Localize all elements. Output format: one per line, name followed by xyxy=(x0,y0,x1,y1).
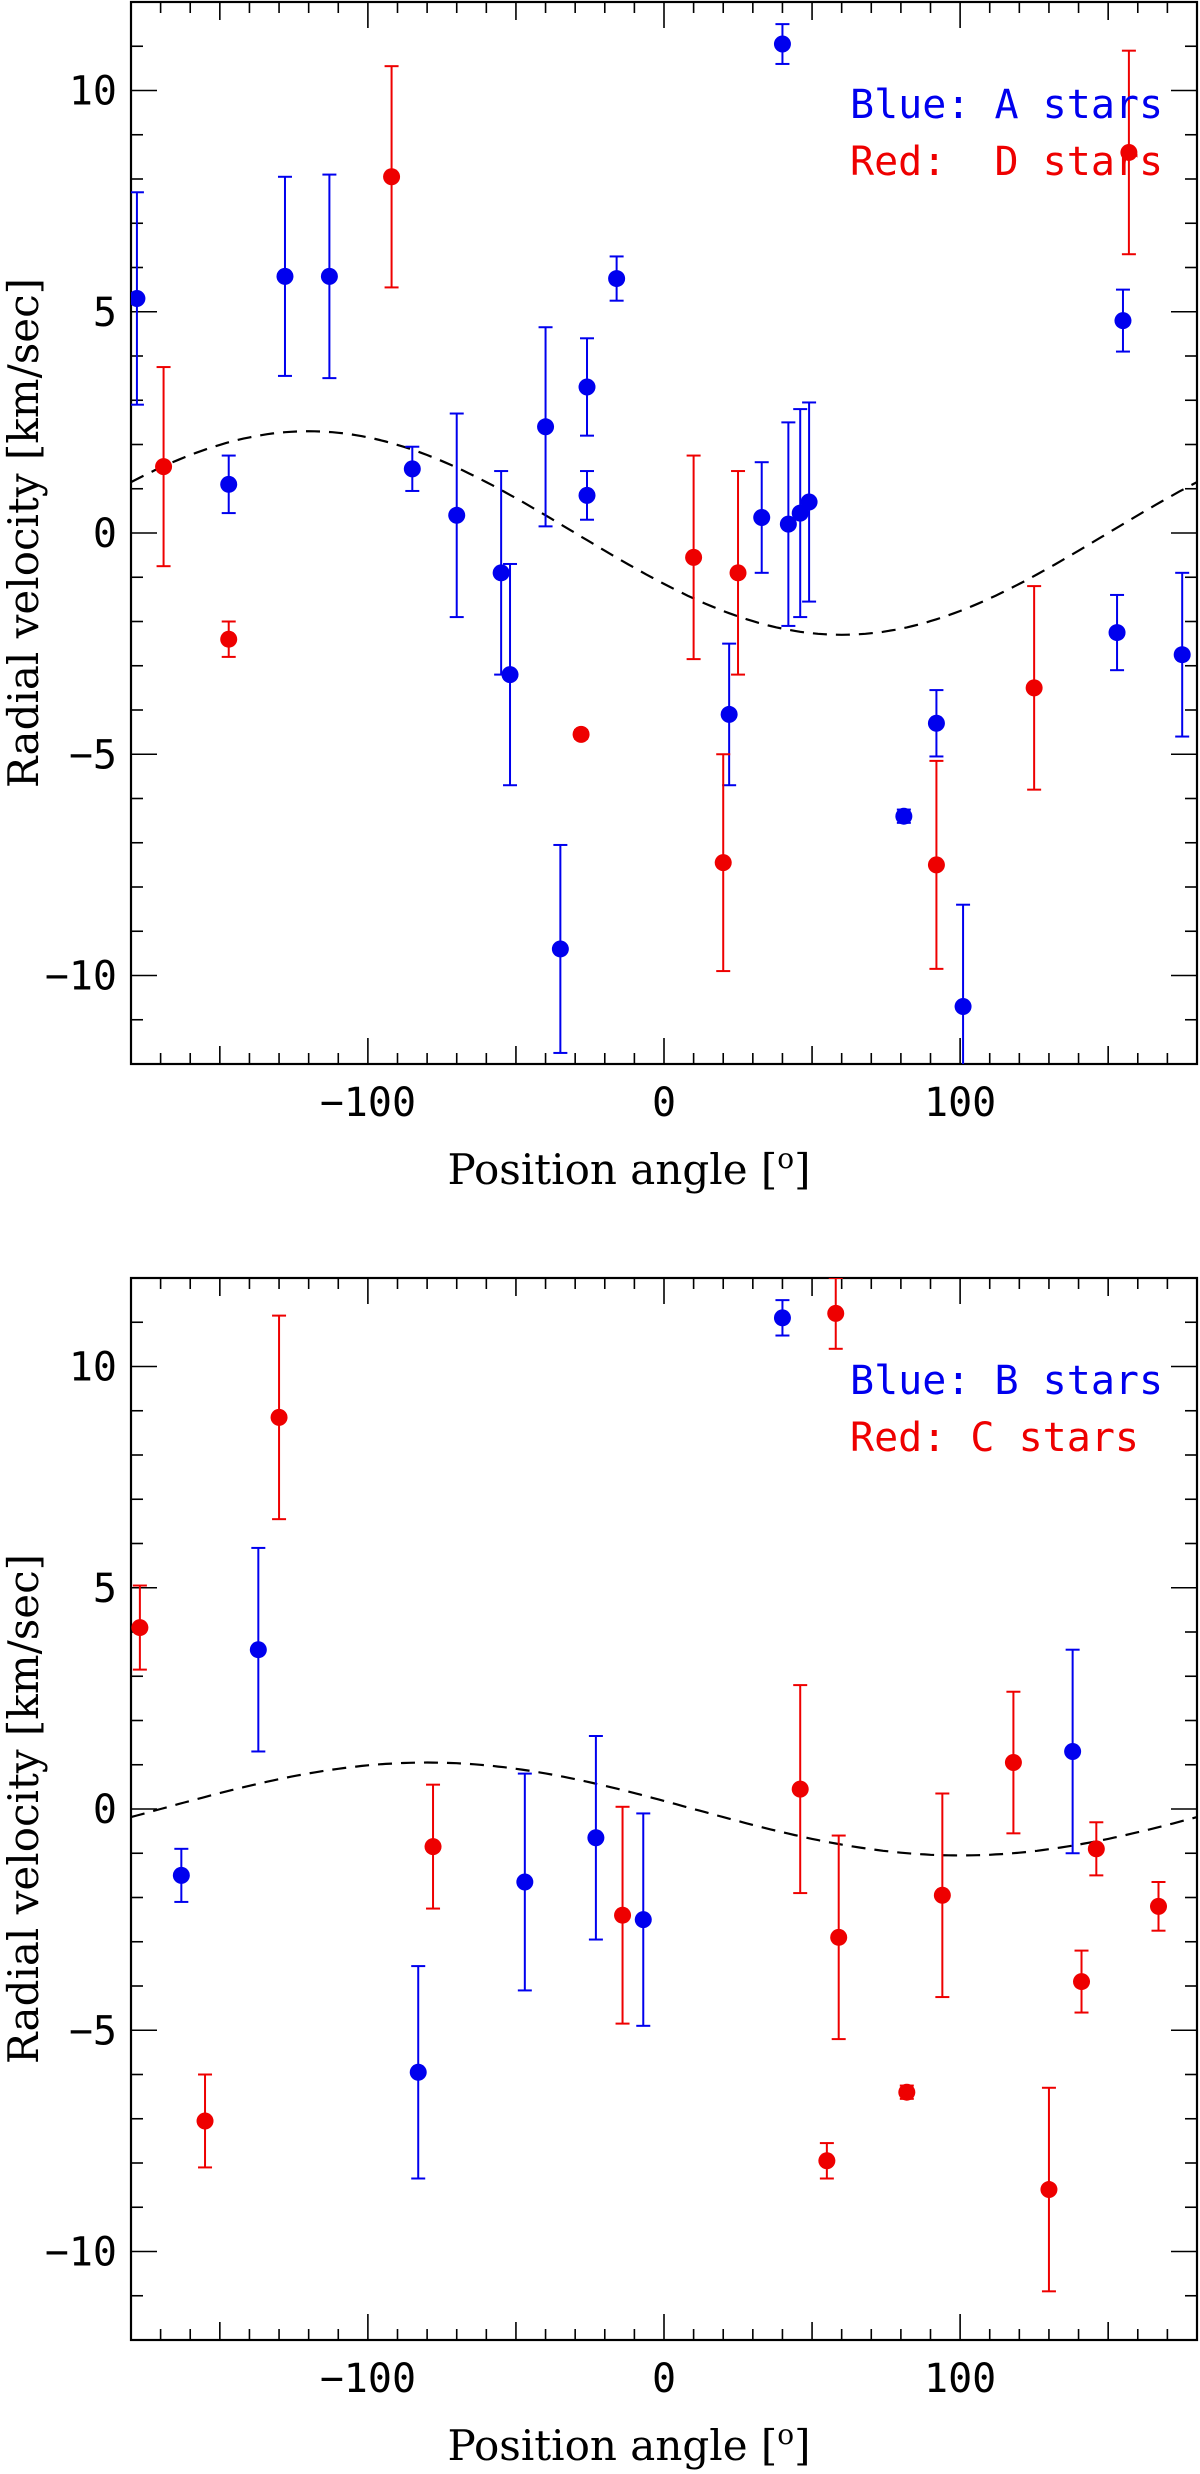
data-point xyxy=(131,1619,149,1637)
data-point xyxy=(933,1886,951,1904)
data-point xyxy=(424,1838,442,1856)
data-point xyxy=(720,705,738,723)
y-tick-label: 5 xyxy=(93,1566,117,1612)
x-tick-label: −100 xyxy=(320,1080,416,1126)
data-point xyxy=(270,1408,288,1426)
x-tick-label: 0 xyxy=(652,1080,676,1126)
data-point xyxy=(1040,2181,1058,2199)
legend-entry: Red: D stars xyxy=(850,139,1163,185)
data-point xyxy=(516,1873,534,1891)
data-point xyxy=(1120,143,1138,161)
y-tick-label: −5 xyxy=(69,732,117,778)
data-point xyxy=(1064,1742,1082,1760)
y-tick-label: 10 xyxy=(69,69,117,115)
series-0 xyxy=(131,23,1191,1064)
data-point xyxy=(578,486,596,504)
x-axis-label: Position angle [o] xyxy=(447,1142,810,1194)
data-point xyxy=(448,506,466,524)
data-point xyxy=(1087,1840,1105,1858)
data-point xyxy=(501,666,519,684)
data-point xyxy=(220,475,238,493)
data-point xyxy=(714,854,732,872)
data-point xyxy=(1025,679,1043,697)
data-point xyxy=(587,1829,605,1847)
top-panel: −100 0 100 10 5 0 −5 −10 Position angle [o] Radia… xyxy=(0,0,1199,1194)
legend-entry: Blue: B stars xyxy=(850,1358,1163,1404)
x-tick-label: 100 xyxy=(924,1080,996,1126)
y-tick-label: −5 xyxy=(69,2008,117,2054)
data-point xyxy=(614,1906,632,1924)
data-point xyxy=(827,1304,845,1322)
plot-frame xyxy=(129,0,1199,1066)
data-point xyxy=(220,630,238,648)
data-point xyxy=(131,289,146,307)
data-point xyxy=(1150,1897,1168,1915)
data-point xyxy=(578,378,596,396)
data-point xyxy=(773,1309,791,1327)
legend-entry: Red: C stars xyxy=(850,1415,1139,1461)
y-tick-label: 0 xyxy=(93,511,117,557)
data-point xyxy=(409,2063,427,2081)
data-point xyxy=(927,714,945,732)
x-tick-label: 100 xyxy=(924,2356,996,2402)
y-axis-label: Radial velocity [km/sec] xyxy=(0,1554,48,2064)
data-point xyxy=(320,267,338,285)
data-point xyxy=(954,997,972,1015)
data-point xyxy=(196,2112,214,2130)
data-point xyxy=(383,168,401,186)
data-point xyxy=(276,267,294,285)
y-tick-label: −10 xyxy=(45,2230,117,2276)
x-axis-label: Position angle [o] xyxy=(447,2418,810,2470)
legend-entry: Blue: A stars xyxy=(850,82,1163,128)
data-point xyxy=(249,1641,267,1659)
y-tick-label: 10 xyxy=(69,1345,117,1391)
data-point xyxy=(753,509,771,527)
series-0 xyxy=(172,1299,1082,2180)
data-point xyxy=(492,564,510,582)
data-point xyxy=(927,856,945,874)
data-point xyxy=(773,35,791,53)
model-curve xyxy=(130,1761,1198,1857)
x-tick-label: −100 xyxy=(320,2356,416,2402)
data-point xyxy=(895,807,913,825)
y-axis-label: Radial velocity [km/sec] xyxy=(0,278,48,788)
data-point xyxy=(818,2152,836,2170)
data-point xyxy=(1004,1754,1022,1772)
data-point xyxy=(779,515,797,533)
data-point xyxy=(551,940,569,958)
data-point xyxy=(572,725,590,743)
y-tick-label: −10 xyxy=(45,954,117,1000)
plot-frame xyxy=(129,1276,1199,2342)
data-point xyxy=(898,2083,916,2101)
y-tick-label: 5 xyxy=(93,290,117,336)
data-point xyxy=(608,270,626,288)
x-tick-label: 0 xyxy=(652,2356,676,2402)
data-point xyxy=(800,493,818,511)
data-point xyxy=(1114,312,1132,330)
data-point xyxy=(830,1928,848,1946)
data-point xyxy=(634,1911,652,1929)
data-point xyxy=(537,418,555,436)
data-point xyxy=(685,548,703,566)
y-tick-label: 0 xyxy=(93,1787,117,1833)
data-point xyxy=(172,1866,190,1884)
data-point xyxy=(729,564,747,582)
data-point xyxy=(403,460,421,478)
data-point xyxy=(1073,1973,1091,1991)
data-point xyxy=(1108,624,1126,642)
data-point xyxy=(791,1780,809,1798)
bottom-panel: −100 0 100 10 5 0 −5 −10 Position angle [o] Radia… xyxy=(0,1276,1199,2470)
series-1 xyxy=(131,1278,1168,2293)
series-1 xyxy=(155,49,1138,973)
data-point xyxy=(1173,646,1191,664)
data-point xyxy=(155,458,173,476)
model-curve xyxy=(130,430,1198,636)
